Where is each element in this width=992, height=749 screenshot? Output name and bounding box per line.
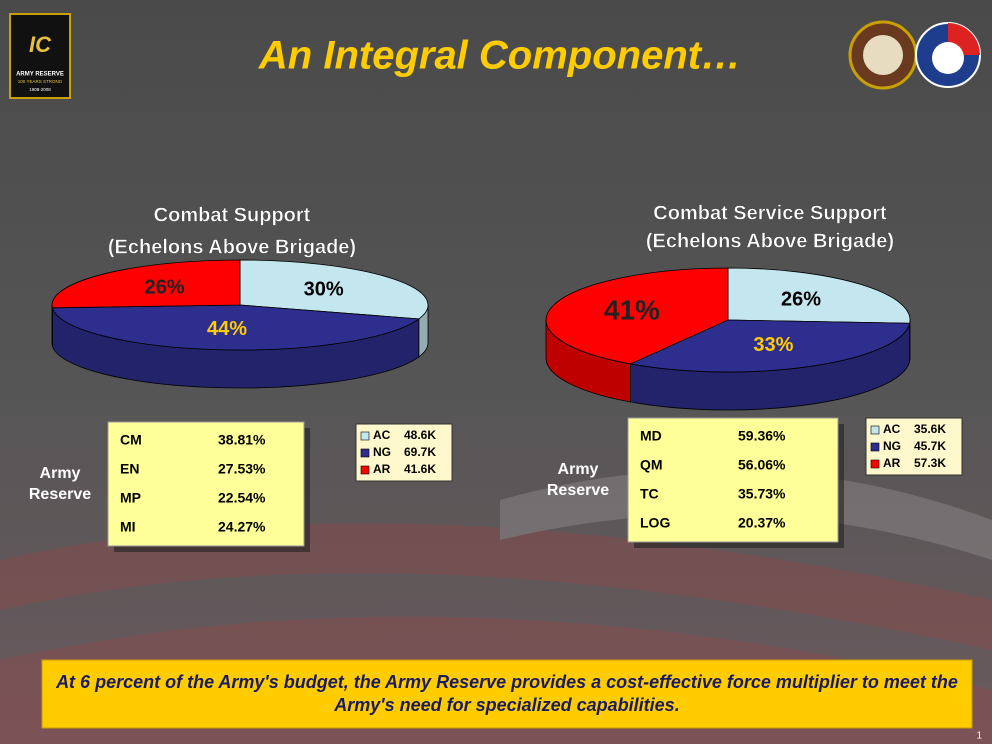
slide: IC ARMY RESERVE 100 YEARS STRONG 1908-20… (0, 0, 992, 744)
legend: AC 35.6K NG 45.7K AR 57.3K (866, 418, 962, 475)
legend-swatch (361, 466, 369, 474)
table-row-header: TC (640, 486, 659, 502)
legend-label: NG (883, 439, 901, 453)
legend-label: AR (373, 462, 391, 476)
legend-label: AC (883, 422, 901, 436)
footer-container: At 6 percent of the Army's budget, the A… (52, 664, 962, 724)
logo-mark: IC (29, 32, 52, 57)
table-row-header: MD (640, 428, 662, 444)
table-cell: 38.81% (218, 432, 266, 448)
legend-amount: 41.6K (404, 462, 436, 476)
chart-subtitle: (Echelons Above Brigade) (646, 230, 894, 252)
table-row-header: CM (120, 432, 142, 448)
legend: AC 48.6K NG 69.7K AR 41.6K (356, 424, 452, 481)
slice-label: 44% (207, 318, 247, 340)
slice-label: 41% (604, 294, 660, 325)
page-number: 1 (976, 731, 982, 742)
chart-subtitle: (Echelons Above Brigade) (108, 236, 356, 258)
table-cell: 56.06% (738, 457, 786, 473)
legend-amount: 69.7K (404, 445, 436, 459)
legend-amount: 35.6K (914, 422, 946, 436)
logo-text: 1908-2008 (29, 87, 51, 92)
table-row-header: QM (640, 457, 663, 473)
logo-text: ARMY RESERVE (16, 72, 64, 78)
legend-swatch (871, 443, 879, 451)
pie: 26% 33% 41% (546, 268, 910, 410)
slice-label: 26% (781, 289, 821, 311)
legend-swatch (871, 460, 879, 468)
pie: 30% 44% 26% (52, 260, 428, 388)
legend-label: NG (373, 445, 391, 459)
table-cell: 24.27% (218, 519, 266, 535)
table-row-header: LOG (640, 515, 670, 531)
legend-swatch (361, 432, 369, 440)
slice-label: 26% (145, 276, 185, 298)
table-row-header: MI (120, 519, 136, 535)
slice-label: 33% (753, 334, 793, 356)
table-cell: 27.53% (218, 461, 266, 477)
slice-label: 30% (304, 279, 344, 301)
chart-title: Combat Support (154, 204, 311, 226)
chart-title: Combat Service Support (653, 202, 887, 224)
legend-swatch (871, 426, 879, 434)
slide-title: An Integral Component… (258, 34, 741, 78)
table-cell: 22.54% (218, 490, 266, 506)
legend-swatch (361, 449, 369, 457)
legend-amount: 48.6K (404, 428, 436, 442)
table-row-header: MP (120, 490, 141, 506)
table-row-header: EN (120, 461, 139, 477)
footer-text: At 6 percent of the Army's budget, the A… (52, 664, 962, 724)
logo-text: 100 YEARS STRONG (18, 79, 63, 84)
legend-label: AC (373, 428, 391, 442)
legend-amount: 57.3K (914, 456, 946, 470)
logo: IC ARMY RESERVE 100 YEARS STRONG 1908-20… (10, 14, 70, 98)
table-cell: 59.36% (738, 428, 786, 444)
table-cell: 35.73% (738, 486, 786, 502)
table-cell: 20.37% (738, 515, 786, 531)
legend-label: AR (883, 456, 901, 470)
legend-amount: 45.7K (914, 439, 946, 453)
